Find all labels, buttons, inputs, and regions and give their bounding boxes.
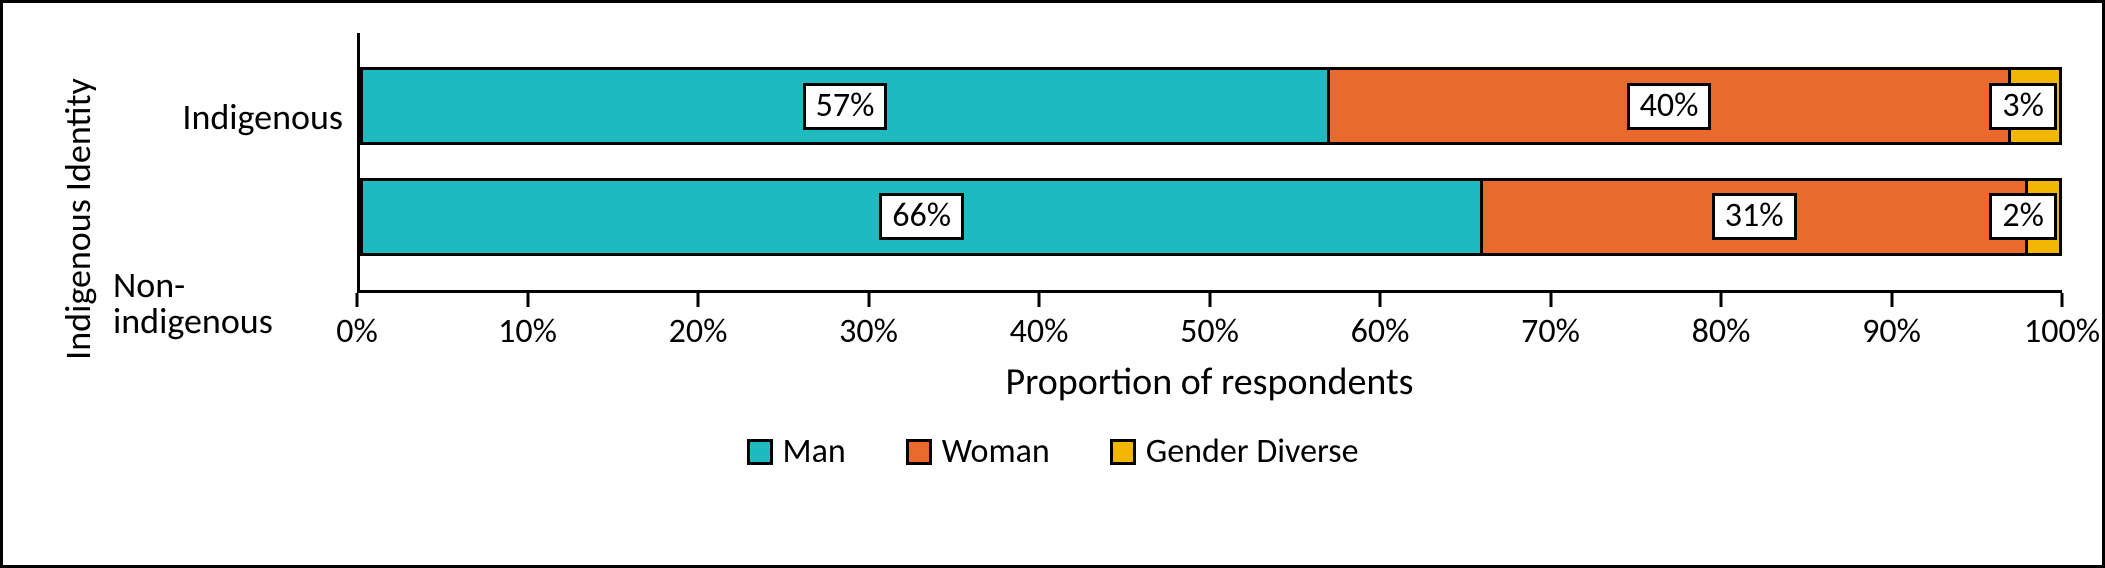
chart-upper: Indigenous Identity Indigenous Non-indig…	[43, 33, 2062, 405]
legend-label: Woman	[942, 431, 1050, 472]
x-tick	[867, 293, 870, 307]
x-tick	[356, 293, 359, 307]
x-tick-label: 20%	[669, 311, 728, 352]
y-category-label: Non-indigenous	[113, 267, 343, 339]
bar-segment-gender-diverse: 2%	[2028, 178, 2062, 256]
legend-item-gender-diverse: Gender Diverse	[1110, 431, 1359, 472]
plot-column: 57% 40% 3% 66% 31%	[357, 33, 2062, 405]
legend-item-woman: Woman	[906, 431, 1050, 472]
x-tick-label: 100%	[2024, 311, 2100, 352]
chart-frame: Indigenous Identity Indigenous Non-indig…	[0, 0, 2105, 568]
x-tick-label: 30%	[839, 311, 898, 352]
legend-item-man: Man	[747, 431, 846, 472]
value-label: 66%	[879, 193, 964, 240]
value-label: 2%	[1989, 193, 2057, 240]
y-axis-title: Indigenous Identity	[56, 78, 100, 360]
legend-swatch	[906, 439, 932, 465]
x-tick-label: 40%	[1010, 311, 1069, 352]
value-label: 31%	[1712, 193, 1797, 240]
x-axis-title: Proportion of respondents	[357, 359, 2062, 405]
x-tick-label: 0%	[336, 311, 378, 352]
x-tick-label: 90%	[1862, 311, 1921, 352]
x-tick	[526, 293, 529, 307]
bar-row: 66% 31% 2%	[360, 178, 2062, 256]
value-label: 3%	[1989, 83, 2057, 130]
x-tick-label: 60%	[1351, 311, 1410, 352]
x-tick	[1890, 293, 1893, 307]
value-label: 57%	[803, 83, 888, 130]
x-tick	[1379, 293, 1382, 307]
legend-label: Man	[783, 431, 846, 472]
y-axis-title-wrap: Indigenous Identity	[43, 33, 113, 405]
y-category-label: Indigenous	[182, 99, 343, 135]
x-tick-label: 50%	[1180, 311, 1239, 352]
bar-segment-woman: 40%	[1330, 67, 2011, 145]
x-tick-label: 10%	[498, 311, 557, 352]
value-label: 40%	[1627, 83, 1712, 130]
x-tick-labels: 0%10%20%30%40%50%60%70%80%90%100%	[357, 311, 2062, 355]
bar-segment-man: 66%	[360, 178, 1483, 256]
x-tick-label: 70%	[1521, 311, 1580, 352]
bar-segment-woman: 31%	[1483, 178, 2028, 256]
x-tick	[697, 293, 700, 307]
bar-segment-man: 57%	[360, 67, 1330, 145]
y-category-labels: Indigenous Non-indigenous	[113, 33, 357, 405]
x-tick-label: 80%	[1692, 311, 1751, 352]
x-tick	[1549, 293, 1552, 307]
legend: Man Woman Gender Diverse	[43, 431, 2062, 472]
bar-segment-gender-diverse: 3%	[2011, 67, 2062, 145]
bar-row: 57% 40% 3%	[360, 67, 2062, 145]
legend-swatch	[747, 439, 773, 465]
x-tick	[2061, 293, 2064, 307]
x-tick	[1720, 293, 1723, 307]
plot-area: 57% 40% 3% 66% 31%	[357, 33, 2062, 293]
x-tick	[1038, 293, 1041, 307]
legend-label: Gender Diverse	[1146, 431, 1359, 472]
x-tick-marks	[357, 293, 2062, 311]
x-tick	[1208, 293, 1211, 307]
legend-swatch	[1110, 439, 1136, 465]
